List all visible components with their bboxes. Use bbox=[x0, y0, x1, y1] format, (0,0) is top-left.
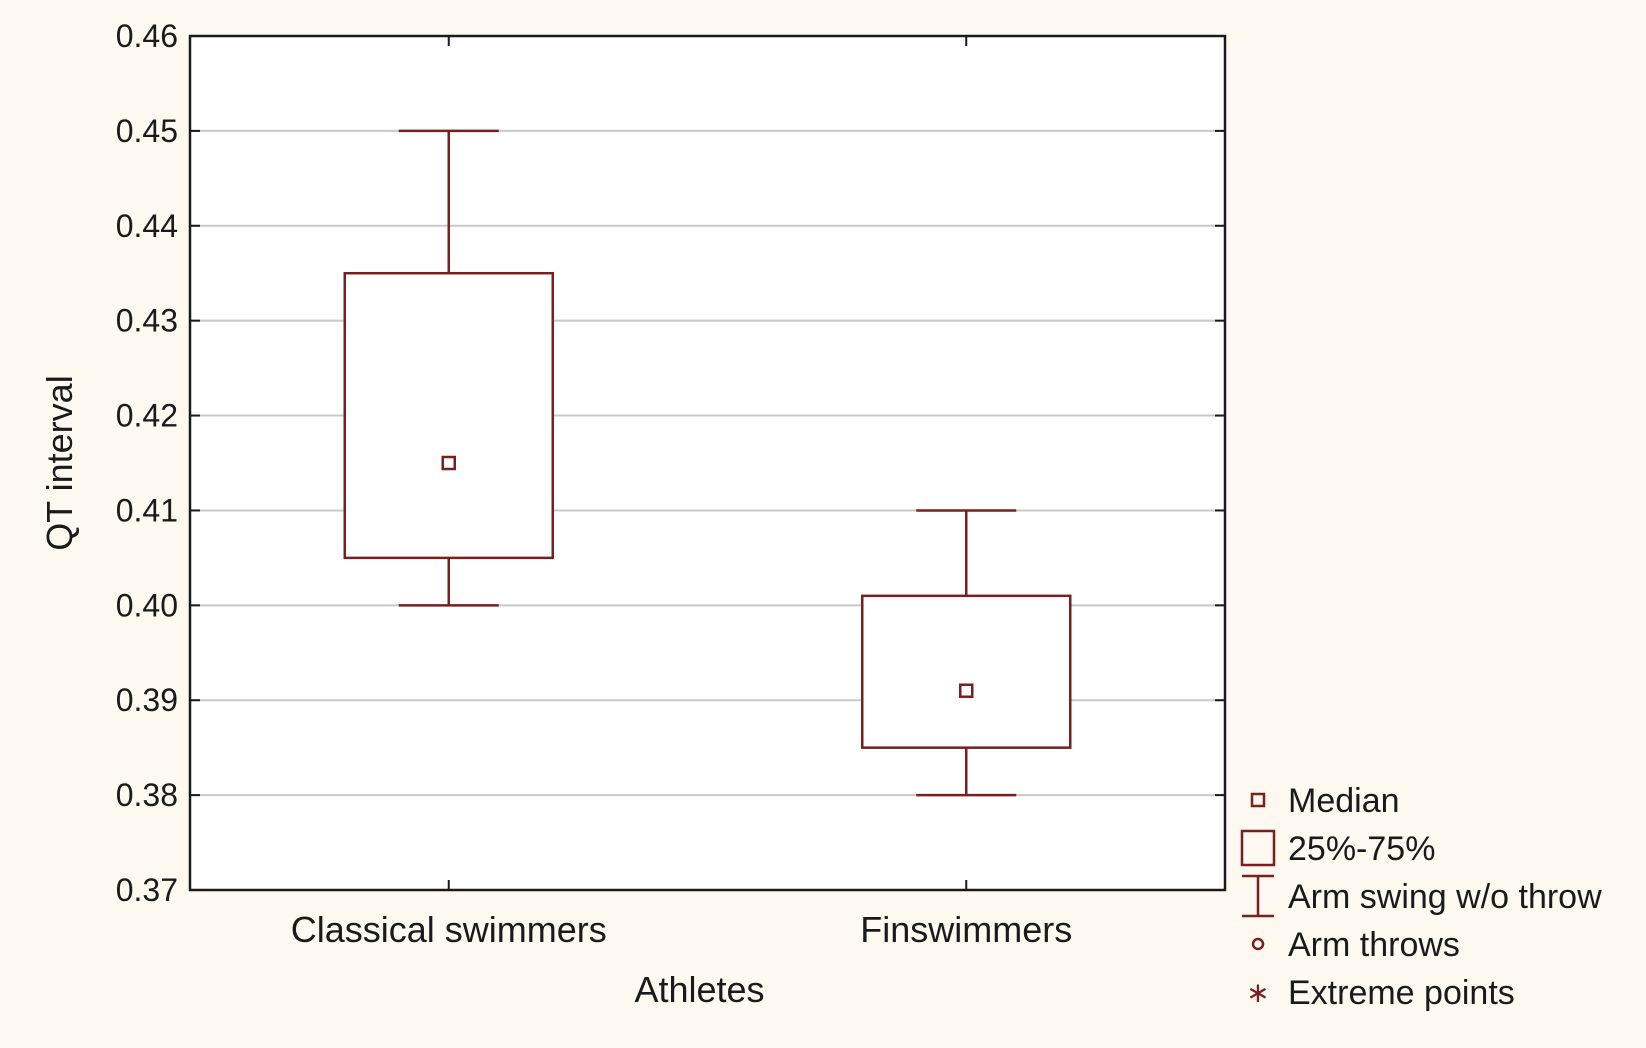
box-2 bbox=[861, 509, 1072, 797]
y-tick-label: 0.38 bbox=[116, 777, 178, 813]
legend-label: Arm swing w/o throw bbox=[1288, 878, 1602, 916]
legend-circle-icon bbox=[1251, 937, 1265, 951]
x-category-label: Classical swimmers bbox=[291, 909, 607, 950]
boxes-group bbox=[343, 129, 1072, 797]
y-tick-label: 0.42 bbox=[116, 398, 178, 434]
iqr-box bbox=[343, 271, 554, 560]
y-tick-label: 0.40 bbox=[116, 587, 178, 623]
y-tick-label: 0.39 bbox=[116, 682, 178, 718]
y-axis-title: QT interval bbox=[39, 375, 80, 550]
y-tick-label: 0.45 bbox=[116, 113, 178, 149]
y-tick-label: 0.43 bbox=[116, 303, 178, 339]
legend-item-median-square: Median bbox=[1250, 782, 1400, 820]
y-tick-label: 0.37 bbox=[116, 872, 178, 908]
legend-item-circle: Arm throws bbox=[1251, 926, 1460, 964]
legend-item-box: 25%-75% bbox=[1240, 829, 1435, 868]
x-category-label: Finswimmers bbox=[860, 909, 1072, 950]
plot-area: 0.37 0.38 0.39 0.40 0.41 0.42 0.43 0.44 0.45 0.46… bbox=[116, 18, 1227, 950]
legend: Median 25%-75% Arm swing w/o throw Arm thro… bbox=[1240, 782, 1602, 1012]
median-marker bbox=[441, 455, 456, 471]
legend-box-icon bbox=[1240, 829, 1276, 867]
legend-label: Arm throws bbox=[1288, 926, 1460, 964]
x-axis-title: Athletes bbox=[634, 969, 764, 1010]
legend-item-whisker: Arm swing w/o throw bbox=[1242, 874, 1602, 918]
legend-label: Extreme points bbox=[1288, 974, 1515, 1012]
y-tick-label: 0.46 bbox=[116, 18, 178, 54]
legend-label: 25%-75% bbox=[1288, 830, 1435, 868]
plot-frame bbox=[188, 34, 1227, 892]
y-tick-label: 0.41 bbox=[116, 492, 178, 528]
legend-item-asterisk: ∗ Extreme points bbox=[1246, 974, 1515, 1012]
median-marker bbox=[959, 683, 974, 698]
legend-asterisk-icon: ∗ bbox=[1246, 977, 1269, 1008]
legend-median-icon bbox=[1250, 792, 1266, 808]
y-tick-label: 0.44 bbox=[116, 208, 178, 244]
box-1 bbox=[343, 129, 554, 607]
legend-label: Median bbox=[1288, 782, 1400, 820]
iqr-box bbox=[861, 594, 1072, 749]
